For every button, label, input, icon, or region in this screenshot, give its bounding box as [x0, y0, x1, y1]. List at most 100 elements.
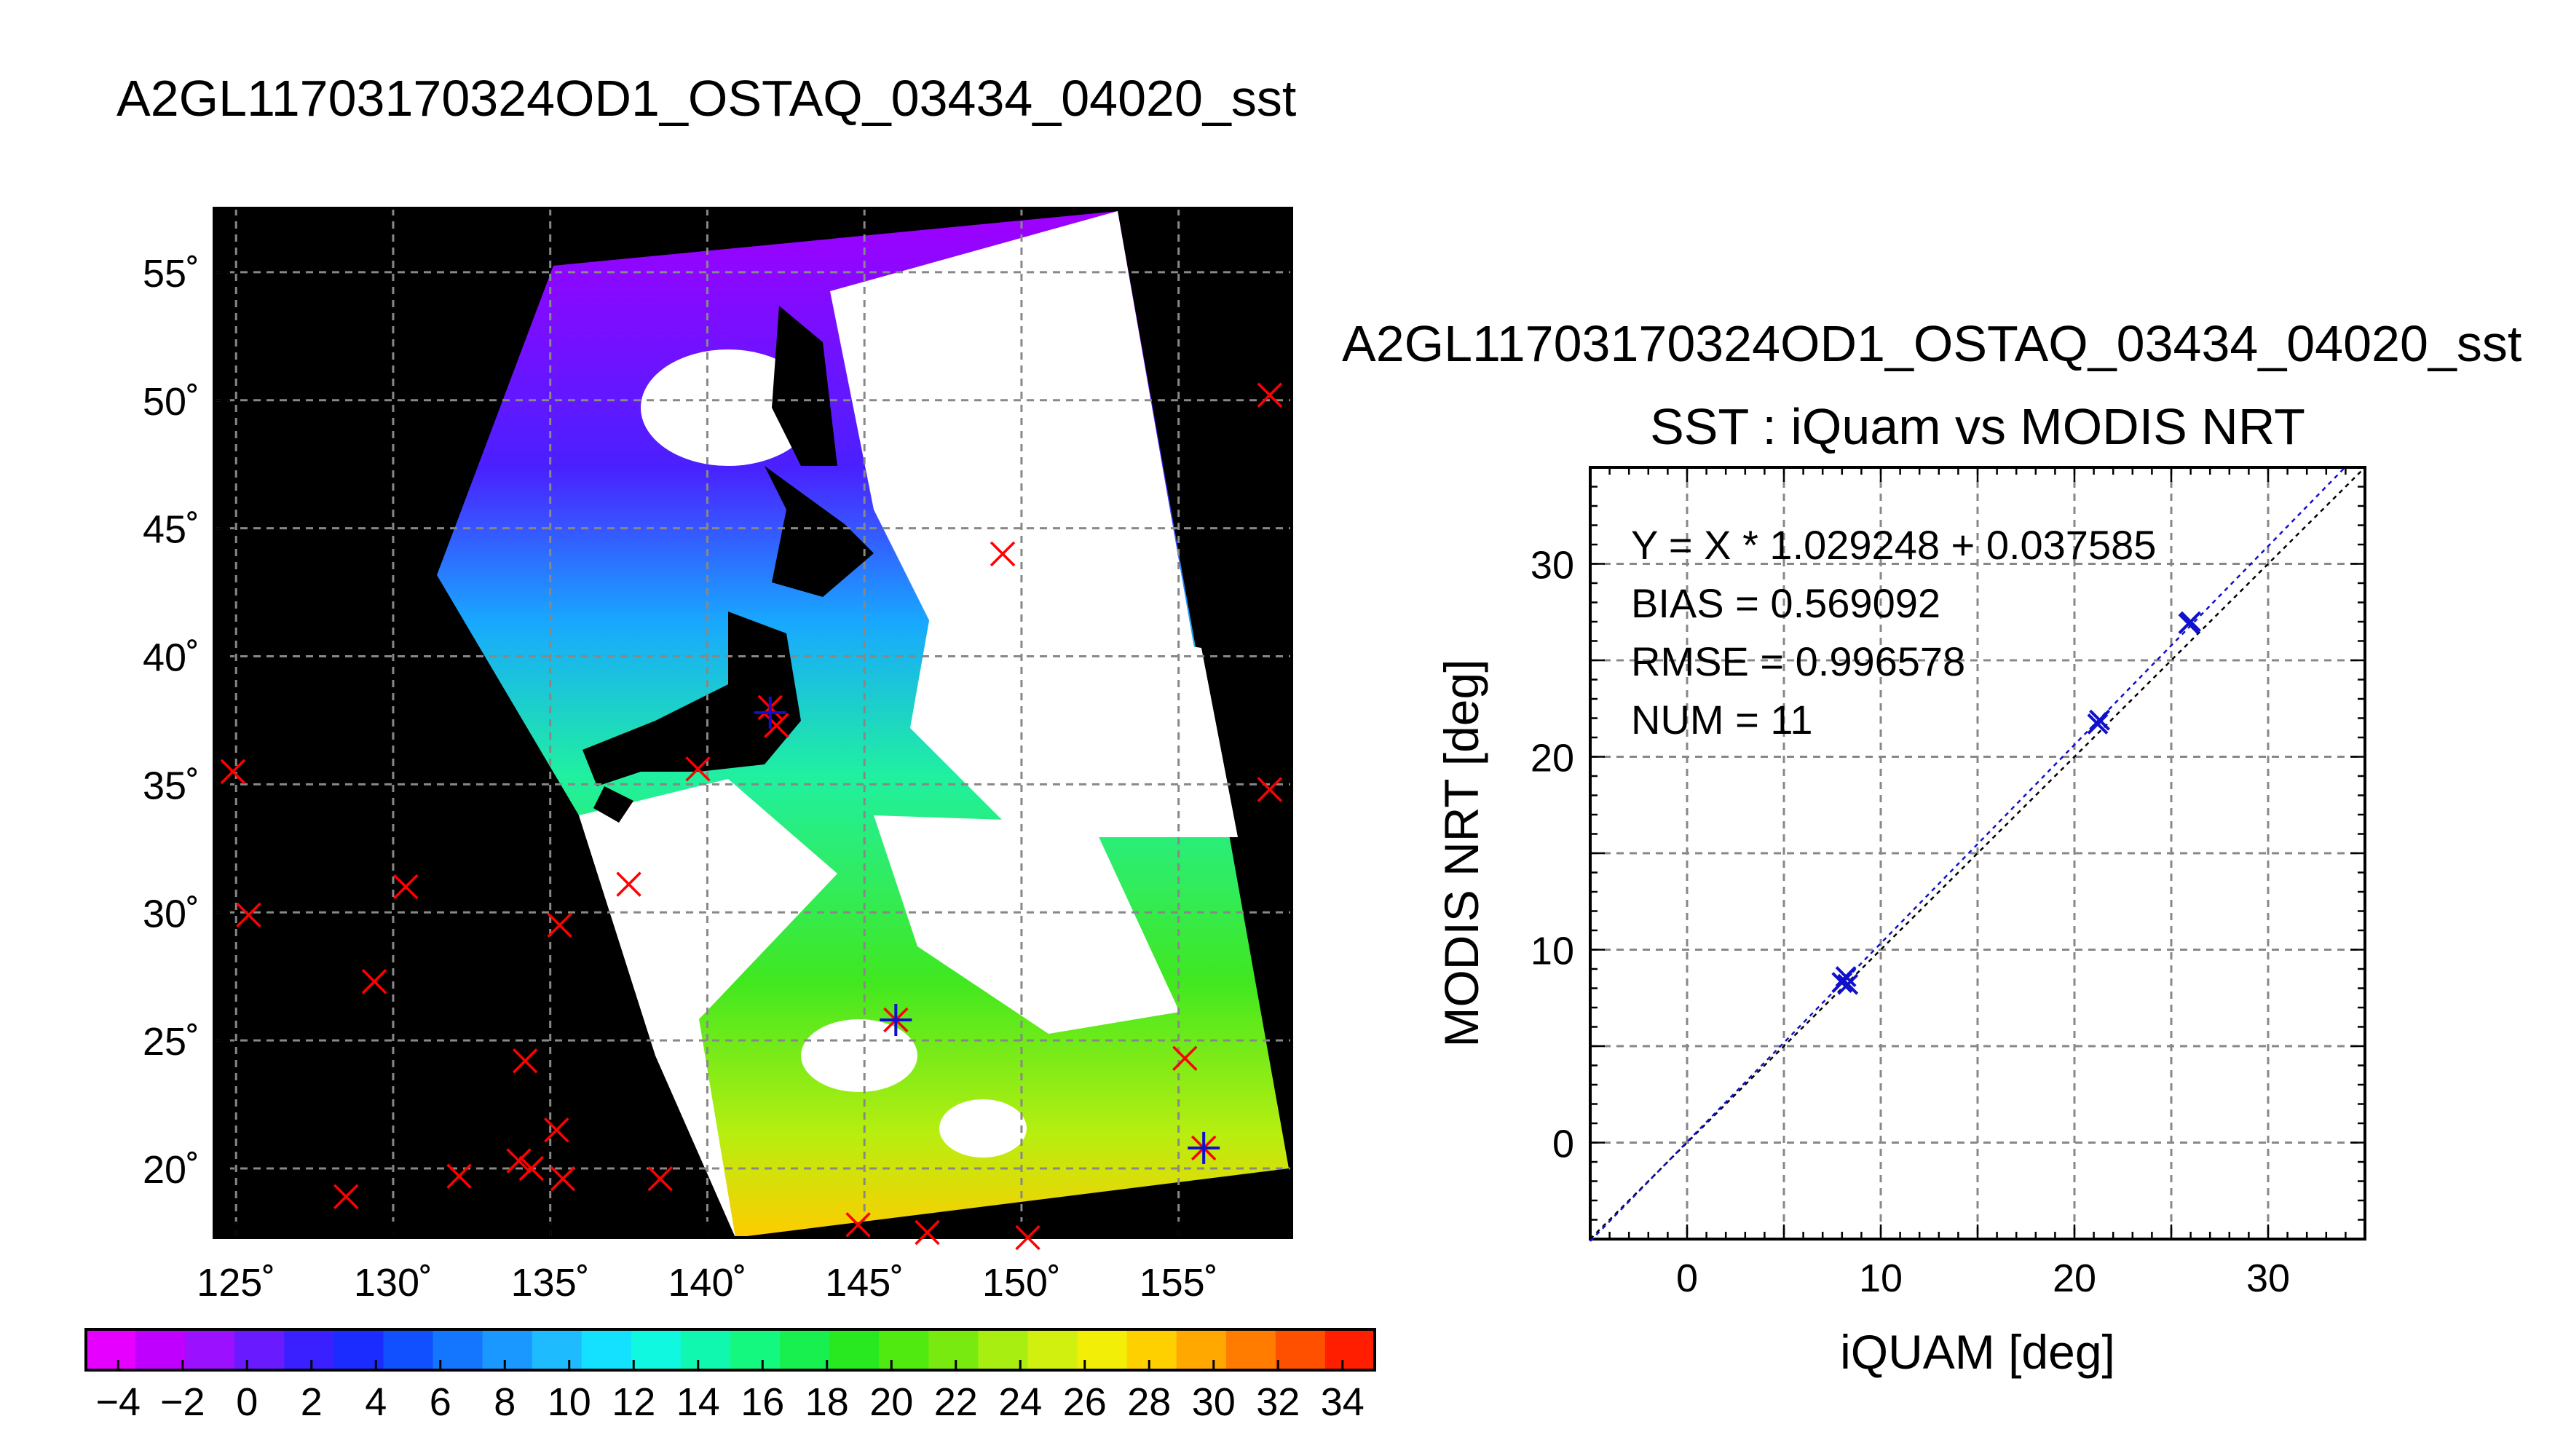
map-matchup-point: [333, 1184, 359, 1209]
cross-stroke: [616, 871, 641, 897]
one-to-one-line: [1590, 467, 2366, 1240]
scatter-y-tick-label: 10: [1531, 930, 1574, 973]
map-matchup-point: [512, 1048, 538, 1074]
colorbar-cell: [1275, 1329, 1326, 1370]
map-lon-tick-label: 125˚: [197, 1261, 275, 1305]
map-matchup-point: [764, 713, 789, 738]
scatter-point: [1835, 966, 1857, 988]
colorbar-cell: [135, 1329, 186, 1370]
colorbar-tick-label: 24: [998, 1380, 1042, 1424]
cross-stroke: [361, 969, 387, 994]
colorbar-cell: [680, 1329, 731, 1370]
cross-stroke: [518, 1155, 545, 1182]
scatter-file-title: A2GL11703170324OD1_OSTAQ_03434_04020_sst: [1342, 315, 2522, 372]
colorbar-cells: [86, 1329, 1375, 1370]
map-matchup-point: [1015, 1224, 1040, 1251]
colorbar-cell: [1176, 1329, 1227, 1370]
cross-stroke: [647, 1166, 673, 1192]
cross-stroke: [544, 1117, 569, 1143]
cross-stroke: [764, 713, 789, 738]
scatter-stat-line: RMSE = 0.996578: [1631, 638, 1965, 684]
colorbar-cell: [185, 1329, 235, 1370]
colorbar-tick-label: 4: [365, 1380, 387, 1424]
map-lat-tick-label: 55˚: [143, 252, 200, 296]
colorbar-cell: [1225, 1329, 1276, 1370]
map-matchup-point: [685, 756, 711, 782]
colorbar-tick-label: 20: [869, 1380, 913, 1424]
scatter-points: [1831, 611, 2202, 995]
cross-stroke: [220, 759, 246, 785]
map-matchup-point: [1172, 1045, 1198, 1072]
colorbar-tick-label: 32: [1256, 1380, 1300, 1424]
map-matchup-point: [506, 1148, 532, 1174]
map-matchup-point: [845, 1212, 871, 1238]
colorbar-tick-label: 12: [612, 1380, 655, 1424]
map-matchup-point: [220, 759, 246, 785]
map-matchup-point: [915, 1219, 940, 1246]
colorbar-tick-label: 14: [676, 1380, 720, 1424]
map-matchup-point: [236, 902, 261, 928]
cross-stroke: [506, 1148, 532, 1174]
map-match-point-blue: [880, 1004, 912, 1037]
colorbar-cell: [284, 1329, 334, 1370]
colorbar-ticks: −4 −2 0 2 4 6 8 10 12 14 16 18 20 22 24 26 28 30 32 34: [95, 1360, 1365, 1424]
map-matchup-point: [392, 874, 419, 900]
cross-stroke: [550, 1166, 576, 1192]
map-axis-ticks: 125˚ 130˚ 135˚ 140˚ 145˚ 150˚ 155˚ 55˚ 50˚ 45˚ 40˚…: [143, 252, 1218, 1305]
map-lon-tick-label: 140˚: [668, 1261, 746, 1305]
cross-stroke: [1015, 1224, 1040, 1251]
scatter-point: [2180, 611, 2202, 633]
cross-stroke: [1257, 777, 1283, 802]
cross-stroke: [2180, 611, 2202, 633]
colorbar-cell: [86, 1329, 136, 1370]
scatter-y-tick-label: 0: [1552, 1123, 1574, 1166]
scatter-y-tick-label: 30: [1531, 544, 1574, 587]
scatter-x-tick-label: 30: [2246, 1257, 2290, 1300]
scatter-ylabel: MODIS NRT [deg]: [1434, 659, 1488, 1047]
colorbar-cell: [1126, 1329, 1177, 1370]
map-lat-tick-label: 30˚: [143, 892, 200, 935]
cross-stroke: [547, 912, 572, 938]
colorbar-cell: [234, 1329, 285, 1370]
colorbar-cell: [928, 1329, 979, 1370]
scatter-xlabel: iQUAM [deg]: [1840, 1325, 2115, 1379]
colorbar-tick-label: 30: [1192, 1380, 1236, 1424]
map-matchup-point: [616, 871, 641, 897]
scatter-stats: Y = X * 1.029248 + 0.037585 BIAS = 0.5690…: [1631, 522, 2156, 743]
scatter-x-tick-label: 10: [1859, 1257, 1903, 1300]
map-lat-tick-label: 20˚: [143, 1148, 200, 1192]
scatter-x-tick-label: 20: [2053, 1257, 2096, 1300]
map-matchup-point: [446, 1163, 472, 1189]
map-match-point-blue: [1188, 1131, 1220, 1164]
colorbar-cell: [631, 1329, 682, 1370]
colorbar-tick-label: 26: [1063, 1380, 1107, 1424]
cross-stroke: [333, 1184, 359, 1209]
colorbar-tick-label: 2: [301, 1380, 323, 1424]
colorbar-tick-label: −4: [95, 1380, 141, 1424]
cross-stroke: [392, 874, 419, 900]
scatter-axis-ticks: 0 10 20 30 0 10 20 30: [1531, 466, 2366, 1300]
map-lon-tick-label: 130˚: [354, 1261, 433, 1305]
colorbar-tick-label: 0: [236, 1380, 258, 1424]
map-matchup-point: [990, 541, 1016, 567]
colorbar-tick-label: 34: [1321, 1380, 1365, 1424]
scatter-x-tick-label: 0: [1676, 1257, 1698, 1300]
land-mass: [583, 306, 874, 823]
map-matchup-point: [1257, 382, 1283, 408]
page-title: A2GL11703170324OD1_OSTAQ_03434_04020_sst: [117, 70, 1297, 127]
colorbar-cell: [581, 1329, 632, 1370]
map-lat-tick-label: 45˚: [143, 508, 200, 552]
colorbar-cell: [383, 1329, 434, 1370]
map-matchup-point: [550, 1166, 576, 1192]
scatter-title: SST : iQuam vs MODIS NRT: [1650, 398, 2305, 455]
colorbar-tick-label: 16: [741, 1380, 784, 1424]
map-lat-tick-label: 25˚: [143, 1020, 200, 1064]
map-matchup-points: [220, 382, 1283, 1251]
colorbar-cell: [1027, 1329, 1078, 1370]
colorbar-tick-label: 28: [1127, 1380, 1171, 1424]
scatter-y-tick-label: 20: [1531, 737, 1574, 780]
colorbar-tick-label: 8: [494, 1380, 516, 1424]
